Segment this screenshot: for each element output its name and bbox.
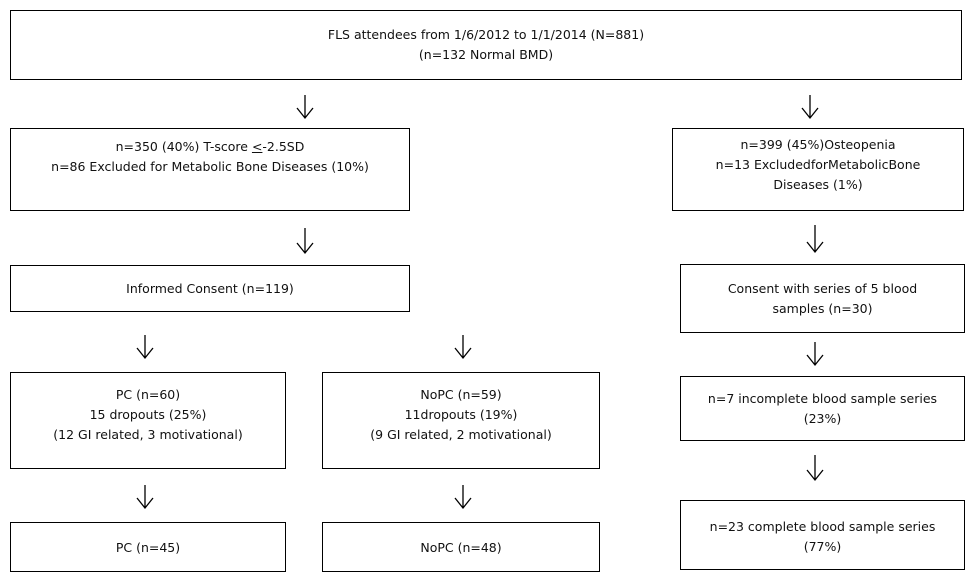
text-line: samples (n=30) — [772, 300, 873, 316]
text-line: (77%) — [803, 539, 842, 554]
text-part: n=350 (40%) T-score — [115, 139, 252, 154]
arrow — [806, 455, 824, 482]
text-line: n=13 ExcludedforMetabolicBone — [715, 157, 921, 172]
text-line: Diseases (1%) — [773, 177, 863, 192]
node-attendees: FLS attendees from 1/6/2012 to 1/1/2014 … — [10, 10, 962, 80]
node-blood-consent: Consent with series of 5 blood samples (… — [680, 264, 965, 333]
arrow — [296, 228, 314, 255]
text-line: (9 GI related, 2 motivational) — [370, 427, 552, 442]
text-line: PC (n=45) — [115, 540, 181, 555]
text-part: < — [251, 139, 263, 154]
text-part: -2.5SD — [262, 139, 305, 154]
text-line: 11dropouts (19%) — [404, 407, 518, 422]
arrow — [801, 95, 819, 120]
arrow — [454, 485, 472, 510]
node-tscore: n=350 (40%) T-score <-2.5SD n=86 Exclude… — [10, 128, 410, 211]
text-line: n=23 complete blood sample series — [709, 519, 936, 534]
text-line: Informed Consent (n=119) — [126, 280, 294, 296]
arrow — [806, 225, 824, 254]
node-osteopenia: n=399 (45%)Osteopenia n=13 ExcludedforMe… — [672, 128, 964, 211]
text-line: (n=132 Normal BMD) — [418, 47, 554, 62]
node-consent: Informed Consent (n=119) — [10, 265, 410, 312]
text-line: n=7 incomplete blood sample series — [707, 390, 938, 406]
arrow — [806, 342, 824, 367]
node-nopc-final: NoPC (n=48) — [322, 522, 600, 572]
node-pc: PC (n=60) 15 dropouts (25%) (12 GI relat… — [10, 372, 286, 469]
text-line: FLS attendees from 1/6/2012 to 1/1/2014 … — [327, 27, 645, 42]
arrow — [454, 335, 472, 360]
text-line: n=86 Excluded for Metabolic Bone Disease… — [51, 159, 369, 174]
node-nopc: NoPC (n=59) 11dropouts (19%) (9 GI relat… — [322, 372, 600, 469]
text-line: (23%) — [803, 410, 842, 426]
arrow — [136, 335, 154, 360]
text-line: Consent with series of 5 blood — [727, 280, 918, 296]
text-line: PC (n=60) — [115, 387, 181, 402]
node-incomplete: n=7 incomplete blood sample series (23%) — [680, 376, 965, 441]
arrow — [296, 95, 314, 120]
text-line: NoPC (n=59) — [420, 387, 502, 402]
text-line: n=399 (45%)Osteopenia — [740, 137, 896, 152]
node-complete: n=23 complete blood sample series (77%) — [680, 500, 965, 570]
text-line: (12 GI related, 3 motivational) — [53, 427, 243, 442]
text-line: n=350 (40%) T-score <-2.5SD — [116, 137, 305, 157]
text-line: 15 dropouts (25%) — [89, 407, 207, 422]
arrow — [136, 485, 154, 510]
node-pc-final: PC (n=45) — [10, 522, 286, 572]
text-line: NoPC (n=48) — [420, 540, 502, 555]
